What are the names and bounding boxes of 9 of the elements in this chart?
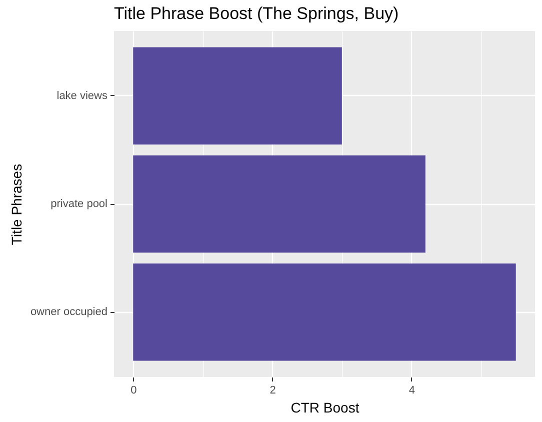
- y-tick-label: owner occupied: [30, 306, 108, 318]
- y-tick-label: private pool: [50, 198, 108, 210]
- x-axis-title: CTR Boost: [290, 400, 360, 416]
- y-tick-label: lake views: [56, 90, 108, 102]
- chart-title: Title Phrase Boost (The Springs, Buy): [114, 4, 399, 23]
- y-axis-title: Title Phrases: [8, 164, 24, 246]
- x-tick-label: 0: [130, 384, 137, 396]
- x-tick-label: 2: [270, 384, 276, 396]
- x-tick-label: 4: [408, 384, 416, 396]
